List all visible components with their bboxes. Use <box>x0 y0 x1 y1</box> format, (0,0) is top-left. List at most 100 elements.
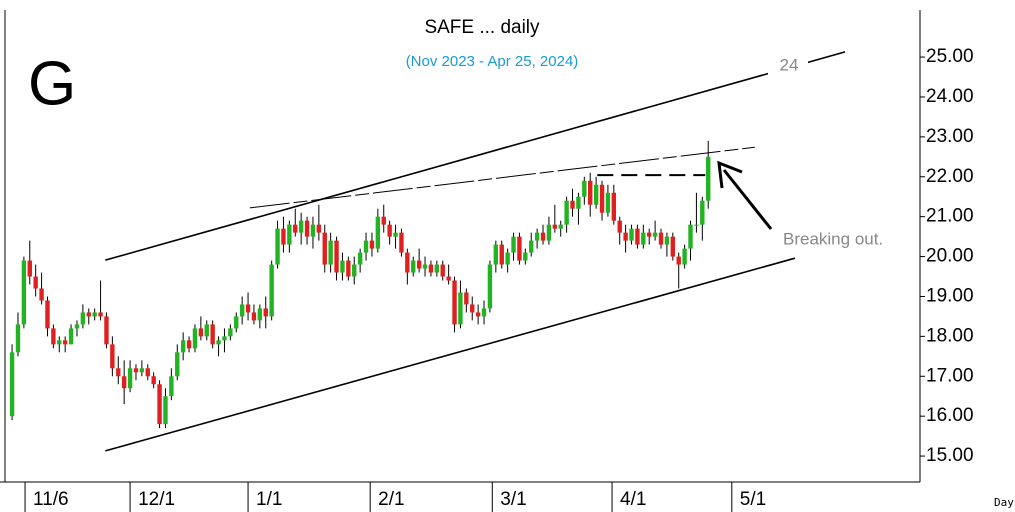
candle-body <box>328 240 333 265</box>
y-tick-label: 24.00 <box>926 86 974 107</box>
y-tick-label: 15.00 <box>926 445 974 466</box>
candle-body <box>57 340 62 345</box>
candle-body <box>481 308 487 317</box>
candle-body <box>381 216 386 225</box>
x-tick-label: 3/1 <box>500 489 526 510</box>
candle-body <box>706 156 711 201</box>
candle-body <box>664 236 670 245</box>
candle-body <box>104 316 109 345</box>
candle-body <box>357 252 363 265</box>
candle-body <box>21 260 27 325</box>
candle-body <box>375 216 381 249</box>
arrow <box>722 169 773 230</box>
candle-body <box>422 264 428 269</box>
candle-body <box>523 252 528 261</box>
candle-body <box>62 340 68 345</box>
candle-body <box>641 232 646 245</box>
candle-body <box>310 224 316 237</box>
candle-body <box>416 260 422 269</box>
candle-body <box>298 220 304 233</box>
candle-body <box>316 224 322 233</box>
y-tick-label: 22.00 <box>926 166 974 187</box>
candle-body <box>593 184 599 205</box>
candle-body <box>493 244 499 265</box>
chart-title: SAFE ... daily <box>424 17 540 38</box>
candle-body <box>139 368 145 373</box>
candle-body <box>275 228 280 265</box>
candle-body <box>169 376 174 397</box>
label-gap <box>768 52 808 80</box>
candle-body <box>452 280 457 325</box>
candle-body <box>86 312 91 317</box>
candle-body <box>127 368 133 389</box>
candle-body <box>228 328 233 337</box>
candle-body <box>552 224 558 229</box>
candle-body <box>304 220 310 237</box>
candle-body <box>110 344 115 369</box>
candle-body <box>694 224 699 226</box>
candle-body <box>322 232 327 265</box>
candle-body <box>428 264 434 273</box>
candle-body <box>470 304 475 313</box>
trend-line <box>105 51 846 261</box>
candle-body <box>599 184 605 213</box>
candle-body <box>74 324 80 329</box>
candle-body <box>647 232 652 237</box>
candle-body <box>198 328 204 337</box>
candle-body <box>534 232 540 241</box>
y-tick-label: 25.00 <box>926 46 974 67</box>
candle-body <box>80 312 86 325</box>
candle-body <box>157 384 162 425</box>
annotation: 24 <box>780 55 799 74</box>
candle-body <box>222 336 227 341</box>
candle-body <box>334 240 339 273</box>
candle-body <box>92 312 97 317</box>
candle-body <box>234 316 239 329</box>
candle-body <box>611 192 617 221</box>
candle-body <box>116 368 121 377</box>
candle-body <box>163 396 168 425</box>
chart-subtitle: (Nov 2023 - Apr 25, 2024) <box>406 53 579 70</box>
candle-body <box>39 288 44 301</box>
candle-body <box>51 328 56 345</box>
candle-body <box>399 232 404 253</box>
candle-body <box>670 236 676 257</box>
candle-body <box>216 340 221 345</box>
y-tick-label: 21.00 <box>926 206 974 227</box>
candle-body <box>446 276 451 281</box>
candle-body <box>121 376 127 389</box>
x-tick-label: 11/6 <box>33 489 69 510</box>
candle-body <box>605 192 611 213</box>
candle-body <box>405 252 410 273</box>
y-tick-label: 23.00 <box>926 126 974 147</box>
trend-line <box>105 257 796 452</box>
candle-body <box>635 228 640 245</box>
x-axis-label: Day <box>994 496 1014 509</box>
candle-body <box>98 312 103 317</box>
candle-body <box>186 340 192 349</box>
candle-body <box>352 264 357 277</box>
candle-body <box>45 300 50 329</box>
candle-body <box>588 180 593 205</box>
candle-body <box>464 292 469 305</box>
candle-body <box>700 200 705 225</box>
x-tick-label: 1/1 <box>256 489 282 510</box>
candle-body <box>387 224 392 237</box>
candle-body <box>517 236 522 261</box>
candle-body <box>411 260 416 273</box>
annotation: Breaking out. <box>783 229 883 248</box>
candle-body <box>33 276 38 289</box>
candle-body <box>151 376 156 385</box>
candle-body <box>505 252 510 265</box>
candle-body <box>210 324 215 345</box>
candle-body <box>652 232 658 237</box>
candle-body <box>175 352 180 377</box>
logo: G <box>28 49 76 118</box>
candle-body <box>281 228 286 245</box>
candle-body <box>440 264 445 277</box>
candle-body <box>68 328 74 345</box>
candle-body <box>658 232 664 245</box>
candle-body <box>192 328 198 349</box>
candle-body <box>629 228 634 241</box>
candle-body <box>564 200 569 225</box>
